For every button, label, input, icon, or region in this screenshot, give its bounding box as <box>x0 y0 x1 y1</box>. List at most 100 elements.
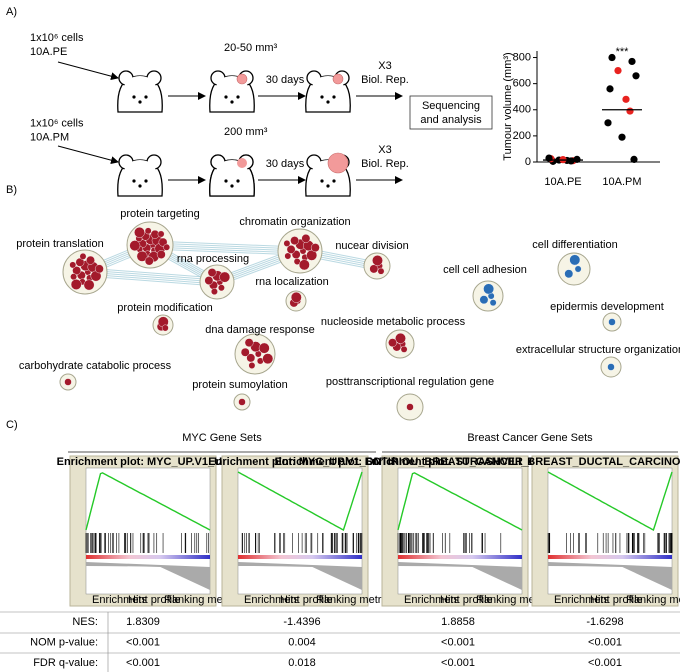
gene-set-dot <box>161 324 169 332</box>
cells-text: 1x10⁶ cells <box>30 118 84 130</box>
tumor <box>237 158 247 168</box>
gene-set-dot <box>310 243 320 253</box>
edge <box>149 246 301 254</box>
row-label: FDR q-value: <box>33 657 98 669</box>
gsea-legend: Hits <box>128 594 147 606</box>
gene-set-dot <box>144 256 154 266</box>
node-label: protein modification <box>117 302 212 314</box>
data-point <box>567 157 575 165</box>
ranking-metric <box>238 562 362 590</box>
gsea-legend: Hits <box>590 594 609 606</box>
gene-set-dot <box>564 269 574 279</box>
data-point <box>573 155 581 163</box>
cell-value: <0.001 <box>126 657 160 669</box>
size-text: 20-50 mm³ <box>224 42 278 54</box>
gsea-title: Enrichment plot: MYC_UP.V1_UP <box>57 456 230 468</box>
gene-set-dot <box>70 279 82 290</box>
mouse-eye <box>332 179 336 183</box>
edge <box>149 244 301 252</box>
mouse-eye <box>326 184 330 188</box>
gene-set-title: Breast Cancer Gene Sets <box>467 432 593 444</box>
gene-set-dot <box>64 378 72 386</box>
mouse-head <box>124 160 156 184</box>
mouse-icon <box>305 152 351 197</box>
gene-set-dot <box>301 234 311 243</box>
sequencing-box <box>409 95 493 130</box>
gene-set-dot <box>238 398 246 406</box>
reps-label: Biol. Rep. <box>361 158 409 170</box>
gene-set-dot <box>479 295 489 305</box>
gsea-legend: Enrichment profile <box>404 594 493 606</box>
edge <box>149 248 301 256</box>
sequencing-text: and analysis <box>420 114 482 126</box>
node-label: dna damage response <box>205 324 314 336</box>
gene-set-dot <box>83 279 95 291</box>
ranking-metric <box>548 562 672 590</box>
gene-set-title: MYC Gene Sets <box>182 432 262 444</box>
mouse-icon <box>209 70 255 113</box>
gene-set-dot <box>157 230 165 238</box>
tumor <box>327 152 349 174</box>
y-tick-label: 800 <box>513 51 531 63</box>
mouse-eye <box>320 95 324 99</box>
rank-gradient <box>86 555 210 559</box>
mouse-eye <box>132 95 136 99</box>
node-label: extracellular structure organization <box>516 344 680 356</box>
data-point <box>606 85 614 93</box>
node-label: posttranscriptional regulation gene <box>326 376 494 388</box>
cell-value: 0.018 <box>288 657 316 669</box>
cell-value: 0.004 <box>288 636 316 648</box>
y-axis-label: Tumour volume (mm³) <box>502 52 514 160</box>
cell-value: -1.4396 <box>283 616 320 628</box>
mouse-icon <box>117 154 163 197</box>
cell-line: 10A.PE <box>30 46 67 58</box>
data-point <box>604 119 612 127</box>
cell-value: <0.001 <box>441 636 475 648</box>
gene-set-dot <box>211 288 218 295</box>
mouse-eye <box>230 100 234 104</box>
gene-set-dot <box>290 291 302 303</box>
cell-value: 1.8858 <box>441 616 475 628</box>
data-point <box>608 53 616 62</box>
edge <box>149 240 301 248</box>
gsea-legend: Hits <box>440 594 459 606</box>
data-point <box>614 66 622 75</box>
gene-set-dot <box>79 252 87 260</box>
reps-label: Biol. Rep. <box>361 74 409 86</box>
gene-set-dot <box>286 245 296 254</box>
mouse-eye <box>326 100 330 104</box>
gene-set-dot <box>163 243 171 251</box>
gene-set-dot <box>569 254 581 266</box>
data-point <box>626 107 634 115</box>
mouse-icon <box>209 154 255 197</box>
gene-set-dot <box>483 283 495 295</box>
cell-value: <0.001 <box>441 657 475 669</box>
gene-set-dot <box>372 255 383 266</box>
gene-set-dot <box>219 271 231 283</box>
mouse-eye <box>224 95 228 99</box>
gene-set-dot <box>246 353 256 363</box>
rank-gradient <box>548 555 672 559</box>
gsea-legend: Enrichment profile <box>244 594 333 606</box>
rank-gradient <box>238 555 362 559</box>
gene-set-dot <box>72 266 82 275</box>
gene-set-dot <box>244 338 254 348</box>
panel-label: B) <box>6 184 17 196</box>
cell-value: 1.8309 <box>126 616 160 628</box>
gene-set-dot <box>406 403 414 411</box>
gene-set-dot <box>283 240 291 247</box>
cell-line: 10A.PM <box>30 132 69 144</box>
reps-text: X3 <box>378 60 391 72</box>
enrichment-curve <box>397 472 523 531</box>
gene-set-dot <box>129 240 141 252</box>
gene-set-dot <box>204 276 214 285</box>
mouse-eye <box>144 95 148 99</box>
mouse-eye <box>320 179 324 183</box>
node-label: carbohydrate catabolic process <box>19 360 172 372</box>
cells-text: 1x10⁶ cells <box>30 32 84 44</box>
node-label: protein sumoylation <box>192 379 287 391</box>
ranking-metric <box>398 562 522 590</box>
tumor <box>332 73 344 85</box>
gene-set-dot <box>94 264 104 274</box>
